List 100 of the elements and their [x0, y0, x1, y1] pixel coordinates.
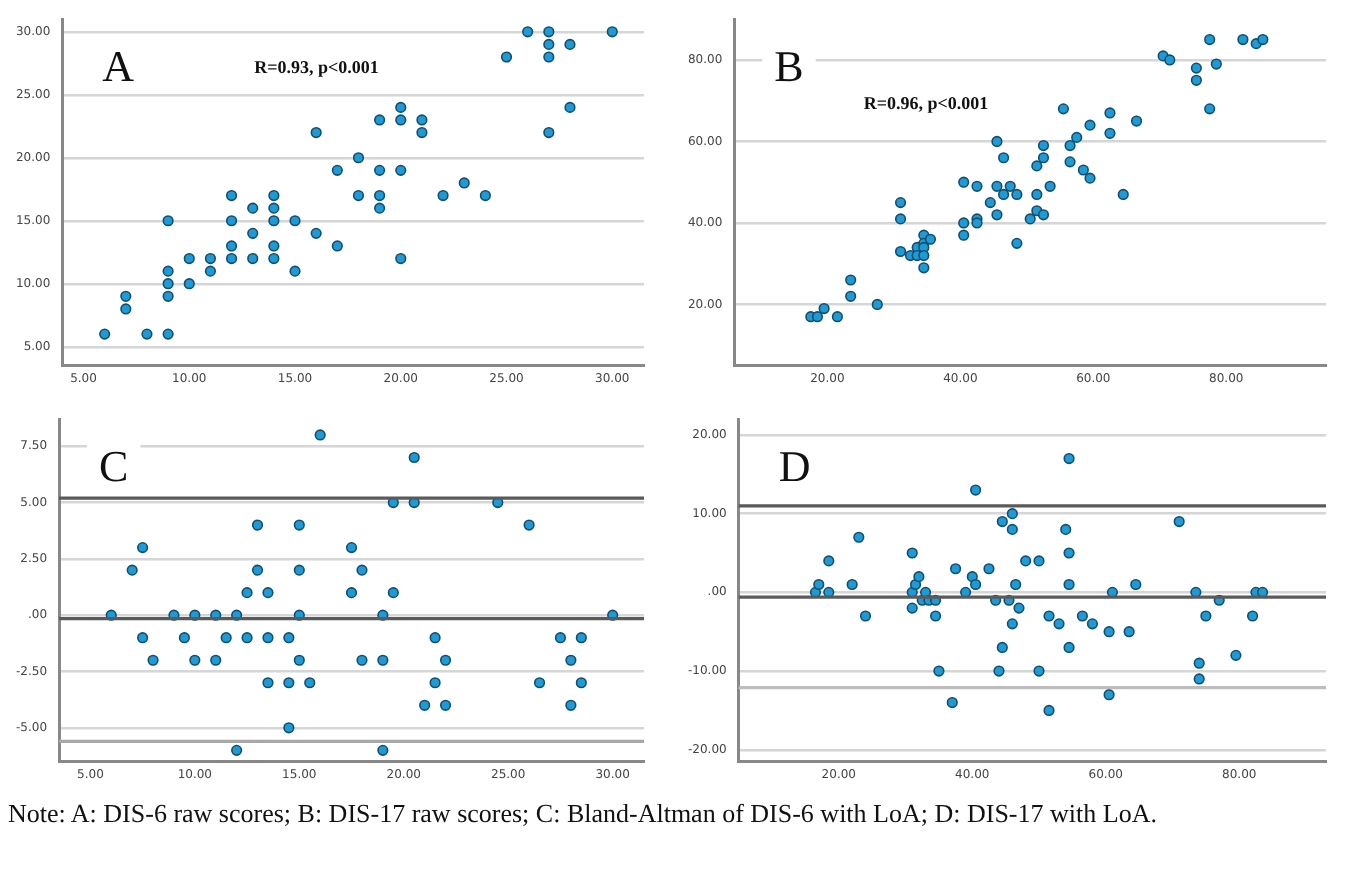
point [352, 189, 365, 202]
point [345, 587, 358, 599]
point [500, 51, 513, 63]
point [247, 202, 259, 214]
point [183, 252, 195, 265]
point [377, 744, 389, 756]
point [268, 240, 280, 252]
point [331, 164, 343, 176]
text: D [778, 440, 811, 491]
text: A [102, 40, 135, 91]
point [419, 699, 431, 711]
point [374, 114, 386, 126]
point [331, 240, 343, 252]
point [429, 632, 441, 644]
point [356, 654, 368, 666]
point [395, 164, 407, 176]
point [606, 26, 618, 38]
point [523, 519, 535, 531]
text: C [99, 440, 129, 491]
point [543, 126, 555, 139]
point [262, 587, 274, 599]
point [543, 26, 555, 38]
point [141, 328, 153, 340]
point [408, 451, 420, 464]
point [262, 677, 274, 689]
point [377, 654, 389, 666]
point [289, 215, 301, 227]
point [262, 632, 274, 644]
point [231, 744, 243, 756]
point [543, 51, 555, 63]
point [120, 290, 132, 302]
text: B [774, 40, 804, 91]
point [395, 101, 407, 113]
point [178, 632, 190, 644]
point [268, 189, 280, 202]
point [162, 328, 174, 340]
point [387, 587, 399, 599]
point [283, 677, 295, 689]
annotation: R=0.93, p<0.001 [254, 56, 380, 77]
point [565, 699, 577, 711]
point [189, 654, 201, 666]
point [162, 290, 174, 302]
point [437, 189, 449, 202]
point [310, 126, 322, 139]
point [251, 564, 264, 576]
point [204, 252, 217, 265]
point [268, 202, 280, 214]
point [268, 215, 280, 227]
point [162, 265, 174, 277]
point [458, 177, 470, 189]
point [162, 215, 174, 227]
point [429, 677, 441, 689]
point [293, 564, 305, 576]
point [374, 164, 386, 176]
point [241, 587, 253, 599]
point [533, 677, 546, 689]
point [293, 519, 305, 531]
point [283, 722, 295, 734]
point [522, 26, 534, 38]
point [293, 654, 305, 666]
point [120, 303, 132, 315]
point [564, 38, 576, 50]
point [554, 632, 567, 644]
point [210, 654, 222, 666]
point [416, 126, 428, 139]
point [395, 252, 407, 265]
point [479, 189, 491, 202]
point [416, 114, 428, 126]
point [304, 677, 316, 689]
point [283, 632, 295, 644]
point [374, 189, 386, 202]
point [137, 632, 149, 644]
point [183, 278, 195, 290]
point [220, 632, 232, 644]
point [575, 632, 587, 644]
point [289, 265, 301, 277]
point [126, 564, 138, 576]
point [204, 265, 217, 277]
annotation: R=0.96, p<0.001 [863, 92, 990, 113]
point [137, 542, 149, 554]
point [356, 564, 368, 576]
point [374, 202, 386, 214]
point [241, 632, 253, 644]
point [225, 252, 238, 265]
point [147, 654, 159, 666]
point [439, 654, 452, 666]
point [575, 677, 587, 689]
point [352, 152, 365, 164]
point [225, 189, 238, 202]
point [565, 654, 577, 666]
point [543, 38, 555, 50]
text: Note: A: DIS-6 raw scores; B: DIS-17 raw scores; C: Bland-Altman of DIS-6 with LoA; D: DIS-17 with LoA. [8, 796, 1159, 832]
point [247, 227, 259, 239]
point [162, 278, 174, 290]
point [310, 227, 322, 239]
point [439, 699, 452, 711]
point [345, 542, 358, 554]
point [251, 519, 264, 531]
point [247, 252, 259, 265]
point [225, 240, 238, 252]
